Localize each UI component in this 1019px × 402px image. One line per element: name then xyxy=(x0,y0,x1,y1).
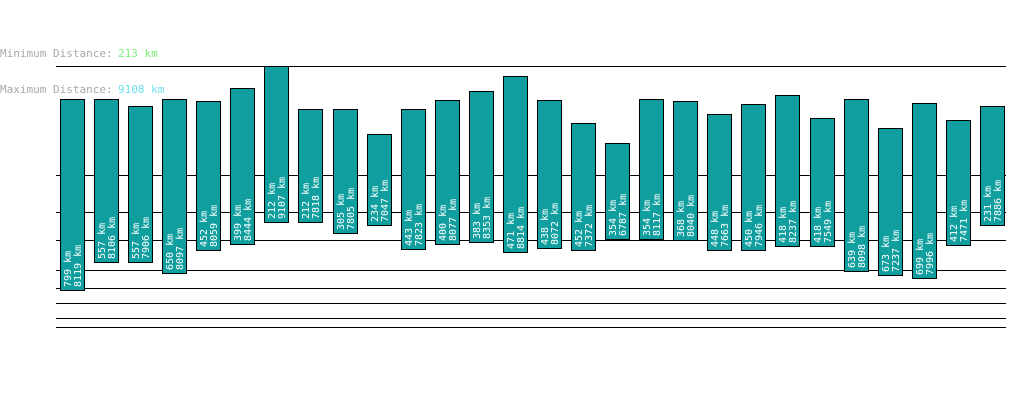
bar-7-min-label: 212 km xyxy=(267,183,278,219)
bar-15 xyxy=(537,100,562,249)
bar-21-min-label: 450 km xyxy=(744,211,755,247)
bar-11 xyxy=(401,109,426,250)
bar-22 xyxy=(775,95,800,247)
bar-11-max-label: 7823 km xyxy=(414,204,425,246)
bar-7 xyxy=(264,66,289,223)
bar-4-max-label: 8097 km xyxy=(175,228,186,270)
bar-14-max-label: 8814 km xyxy=(516,207,527,249)
bar-8-max-label: 7818 km xyxy=(311,177,322,219)
bar-21-max-label: 7946 km xyxy=(754,205,765,247)
bar-24 xyxy=(844,99,869,272)
bar-4 xyxy=(162,99,187,274)
bar-15-max-label: 8072 km xyxy=(550,203,561,245)
bar-7-max-label: 9107 km xyxy=(277,177,288,219)
bar-17-max-label: 6787 km xyxy=(618,194,629,236)
bar-19-max-label: 8040 km xyxy=(686,195,697,237)
min-distance-value: 213 km xyxy=(118,47,158,60)
bar-13-min-label: 383 km xyxy=(472,203,483,239)
bar-2 xyxy=(94,99,119,263)
bar-15-min-label: 438 km xyxy=(540,209,551,245)
bar-27 xyxy=(946,120,971,246)
max-distance-row: Maximum Distance: 9108 km xyxy=(0,84,164,96)
bar-3-max-label: 7906 km xyxy=(141,217,152,259)
bar-23-min-label: 418 km xyxy=(813,207,824,243)
bar-19 xyxy=(673,101,698,241)
bar-6-min-label: 399 km xyxy=(233,205,244,241)
bar-28-max-label: 7886 km xyxy=(993,180,1004,222)
bar-19-min-label: 368 km xyxy=(676,201,687,237)
bar-8 xyxy=(298,109,323,223)
bar-4-min-label: 650 km xyxy=(165,234,176,270)
bar-5-max-label: 8059 km xyxy=(209,205,220,247)
bar-6-max-label: 8444 km xyxy=(243,199,254,241)
bar-18-min-label: 354 km xyxy=(642,200,653,236)
bar-20-max-label: 7663 km xyxy=(720,205,731,247)
bar-20 xyxy=(707,114,732,251)
bar-25 xyxy=(878,128,903,276)
bar-12-max-label: 8077 km xyxy=(448,199,459,241)
bar-6 xyxy=(230,88,255,245)
bar-14 xyxy=(503,76,528,253)
bar-9-min-label: 305 km xyxy=(336,194,347,230)
bar-13-max-label: 8353 km xyxy=(482,197,493,239)
max-distance-value: 9108 km xyxy=(118,83,165,96)
bar-27-min-label: 412 km xyxy=(949,206,960,242)
bar-16-max-label: 7372 km xyxy=(584,205,595,247)
bar-13 xyxy=(469,91,494,243)
bar-9 xyxy=(333,109,358,234)
bar-28 xyxy=(980,106,1005,226)
bar-26 xyxy=(912,103,937,279)
bar-24-min-label: 639 km xyxy=(847,232,858,268)
bar-27-max-label: 7471 km xyxy=(959,200,970,242)
bar-16-min-label: 452 km xyxy=(574,211,585,247)
bar-12-min-label: 400 km xyxy=(438,205,449,241)
bar-9-max-label: 7805 km xyxy=(346,188,357,230)
bar-1 xyxy=(60,99,85,291)
min-distance-label: Minimum Distance: xyxy=(0,47,113,60)
distance-summary: Minimum Distance: 213 km Maximum Distance… xyxy=(0,24,164,108)
bar-1-min-label: 799 km xyxy=(63,251,74,287)
bar-12 xyxy=(435,100,460,245)
bar-25-min-label: 673 km xyxy=(881,236,892,272)
bar-23-max-label: 7549 km xyxy=(823,201,834,243)
bar-18 xyxy=(639,99,664,240)
bar-17-min-label: 354 km xyxy=(608,200,619,236)
bar-24-max-label: 8098 km xyxy=(857,226,868,268)
bar-series xyxy=(60,66,1005,291)
bar-26-max-label: 7996 km xyxy=(925,233,936,275)
bar-25-max-label: 7237 km xyxy=(891,230,902,272)
bar-2-max-label: 8106 km xyxy=(107,217,118,259)
bar-5-min-label: 452 km xyxy=(199,211,210,247)
bar-18-max-label: 8117 km xyxy=(652,194,663,236)
bar-10-max-label: 7047 km xyxy=(380,180,391,222)
bar-5 xyxy=(196,101,221,251)
bar-2-min-label: 557 km xyxy=(97,223,108,259)
bar-14-min-label: 471 km xyxy=(506,213,517,249)
bar-8-min-label: 212 km xyxy=(301,183,312,219)
bar-1-max-label: 8119 km xyxy=(73,245,84,287)
bar-20-min-label: 448 km xyxy=(710,211,721,247)
bar-22-min-label: 418 km xyxy=(778,207,789,243)
bar-17 xyxy=(605,143,630,240)
bar-28-min-label: 231 km xyxy=(983,186,994,222)
bar-3-min-label: 557 km xyxy=(131,223,142,259)
bar-21 xyxy=(741,104,766,251)
bar-10-min-label: 234 km xyxy=(370,186,381,222)
bar-26-min-label: 699 km xyxy=(915,239,926,275)
bar-16 xyxy=(571,123,596,251)
bar-3 xyxy=(128,106,153,263)
bar-22-max-label: 8237 km xyxy=(788,201,799,243)
max-distance-label: Maximum Distance: xyxy=(0,83,113,96)
bar-11-min-label: 443 km xyxy=(404,210,415,246)
bar-10 xyxy=(367,134,392,226)
bar-23 xyxy=(810,118,835,247)
min-distance-row: Minimum Distance: 213 km xyxy=(0,48,164,60)
